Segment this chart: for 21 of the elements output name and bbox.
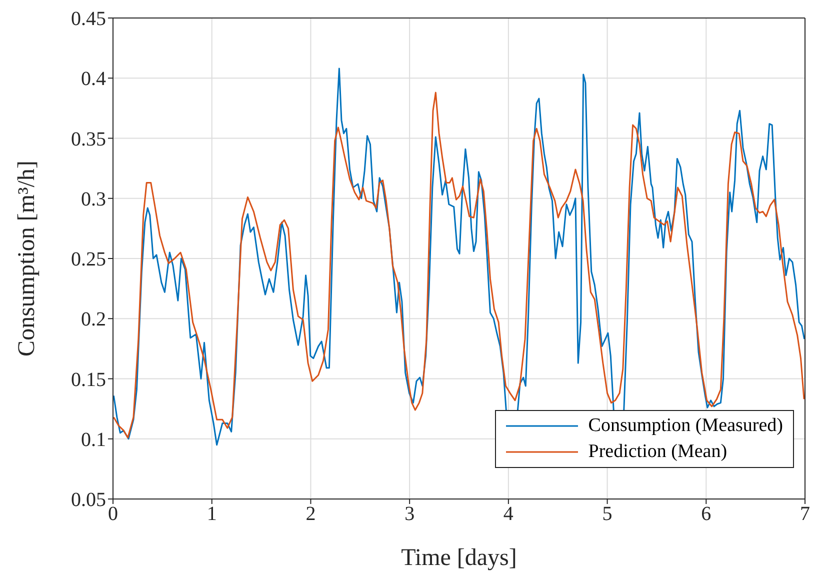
legend-label: Consumption (Measured) xyxy=(588,414,783,438)
x-tick-label: 6 xyxy=(701,503,712,526)
x-tick-label: 2 xyxy=(306,503,316,526)
x-tick-label: 7 xyxy=(800,503,810,526)
y-axis-title: Consumption [m³/h] xyxy=(14,160,40,356)
x-tick-label: 3 xyxy=(404,503,415,526)
y-tick-label: 0.2 xyxy=(81,308,106,331)
y-tick-label: 0.1 xyxy=(81,428,106,451)
x-tick-label: 1 xyxy=(206,503,217,526)
y-tick-label: 0.45 xyxy=(71,8,106,30)
y-tick-label: 0.4 xyxy=(81,68,106,90)
x-axis-title: Time [days] xyxy=(401,545,517,571)
x-tick-label: 0 xyxy=(108,503,118,526)
y-tick-label: 0.35 xyxy=(71,128,106,150)
y-tick-label: 0.15 xyxy=(71,368,106,391)
y-tick-label: 0.25 xyxy=(71,248,106,271)
y-tick-label: 0.3 xyxy=(81,188,106,210)
legend-label: Prediction (Mean) xyxy=(588,440,728,464)
y-tick-label: 0.05 xyxy=(71,489,106,512)
x-tick-label: 4 xyxy=(503,503,514,526)
x-tick-label: 5 xyxy=(602,503,612,526)
